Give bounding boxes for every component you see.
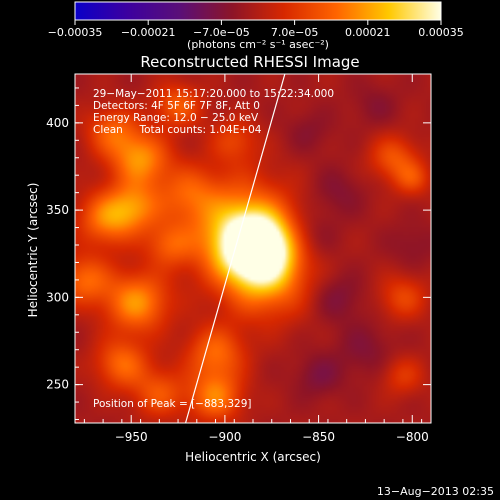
annotation-block: 29−May−2011 15:17:20.000 to 15:22:34.000… bbox=[93, 88, 334, 136]
x-tick-label: −900 bbox=[208, 430, 241, 444]
annotation-time-range: 29−May−2011 15:17:20.000 to 15:22:34.000 bbox=[93, 88, 334, 100]
colorbar-ticks: −0.00035 −0.00021 −7.0e−05 7.0e−05 0.00021 0.… bbox=[48, 20, 464, 39]
colorbar-tick-label: 0.00035 bbox=[418, 26, 464, 39]
colorbar-gradient bbox=[74, 1, 442, 21]
colorbar-tick-label: 7.0e−05 bbox=[271, 26, 318, 39]
solar-limb-line bbox=[184, 73, 286, 424]
heatmap-image bbox=[75, 74, 431, 423]
colorbar-tick-label: 0.00021 bbox=[345, 26, 391, 39]
y-tick-label: 250 bbox=[46, 378, 69, 392]
x-tick-label: −850 bbox=[302, 430, 335, 444]
annotation-detectors: Detectors: 4F 5F 6F 7F 8F, Att 0 bbox=[93, 100, 260, 112]
x-tick-label: −950 bbox=[115, 430, 148, 444]
axis-ticks: −950 −900 −850 −800 250 300 350 400 bbox=[46, 74, 431, 444]
chart-title: Reconstructed RHESSI Image bbox=[140, 53, 359, 71]
annotation-energy-range: Energy Range: 12.0 − 25.0 keV bbox=[93, 112, 259, 124]
colorbar-tick-label: −0.00035 bbox=[48, 26, 103, 39]
y-tick-label: 350 bbox=[46, 203, 69, 217]
colorbar-tick-label: −7.0e−05 bbox=[193, 26, 250, 39]
y-axis-label: Heliocentric Y (arcsec) bbox=[26, 183, 40, 318]
x-axis-label: Heliocentric X (arcsec) bbox=[185, 450, 321, 464]
annotation-clean-counts: Clean Total counts: 1.04E+04 bbox=[93, 124, 262, 136]
plot-area: −950 −900 −850 −800 250 300 350 400 29−May−2011… bbox=[46, 73, 432, 444]
peak-position-label: Position of Peak = [−883,329] bbox=[93, 398, 252, 410]
y-tick-label: 300 bbox=[46, 290, 69, 304]
x-tick-label: −800 bbox=[396, 430, 429, 444]
colorbar-tick-label: −0.00021 bbox=[121, 26, 176, 39]
y-tick-label: 400 bbox=[46, 116, 69, 130]
footer-date: 13−Aug−2013 02:35 bbox=[376, 485, 494, 498]
colorbar-unit-label: (photons cm⁻² s⁻¹ asec⁻²) bbox=[187, 38, 329, 51]
colorbar: −0.00035 −0.00021 −7.0e−05 7.0e−05 0.00021 0.… bbox=[48, 1, 464, 51]
